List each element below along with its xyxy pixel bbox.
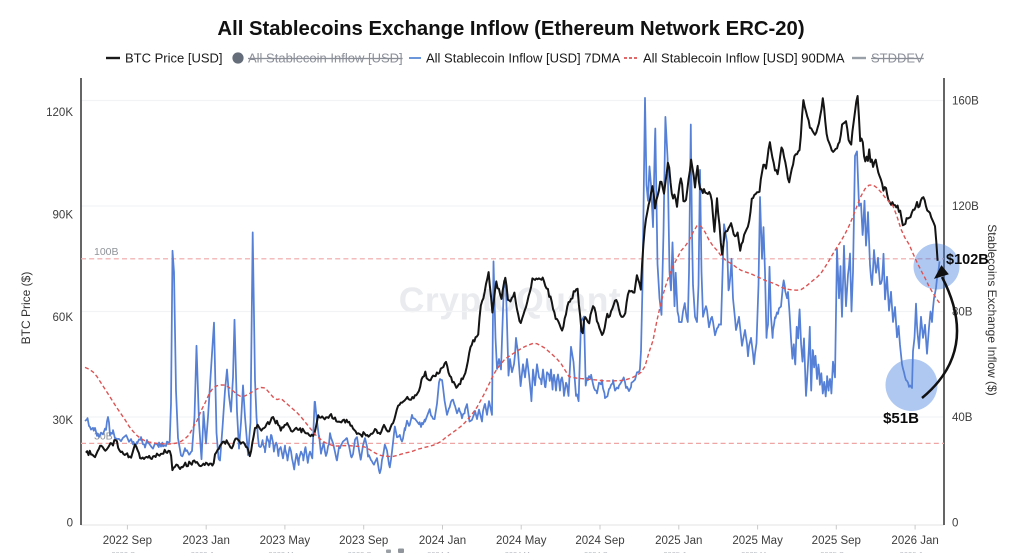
svg-text:160B: 160B [952, 96, 979, 108]
svg-text:40B: 40B [952, 412, 973, 424]
svg-text:All Stablecoin Inflow [USD]: All Stablecoin Inflow [USD] [248, 51, 403, 66]
svg-text:BTC Price [USD]: BTC Price [USD] [125, 51, 223, 66]
svg-text:2026 Jan: 2026 Jan [891, 535, 938, 547]
svg-text:Stablecoins Exchange Inflow ($: Stablecoins Exchange Inflow ($) [985, 224, 999, 395]
svg-text:2024 May: 2024 May [496, 535, 547, 547]
svg-text:2025 Jan: 2025 Jan [655, 535, 702, 547]
svg-text:120B: 120B [952, 201, 979, 213]
svg-text:60K: 60K [53, 312, 74, 324]
svg-text:30B: 30B [94, 430, 113, 442]
svg-text:90K: 90K [53, 210, 74, 222]
svg-text:STDDEV: STDDEV [871, 51, 924, 66]
svg-text:2023 Jan: 2023 Jan [183, 535, 230, 547]
svg-text:2025 Sep: 2025 Sep [812, 535, 861, 547]
svg-text:BTC Price ($): BTC Price ($) [19, 272, 33, 345]
svg-text:All Stablecoins Exchange Inflo: All Stablecoins Exchange Inflow (Ethereu… [217, 18, 804, 40]
svg-text:2025 May: 2025 May [732, 535, 783, 547]
svg-text:2022 Sep: 2022 Sep [103, 535, 152, 547]
svg-text:2023 Sep: 2023 Sep [339, 535, 388, 547]
svg-text:All Stablecoin Inflow [USD] 90: All Stablecoin Inflow [USD] 90DMA [643, 51, 845, 66]
svg-text:2024 Jan: 2024 Jan [419, 535, 466, 547]
svg-text:120K: 120K [46, 107, 73, 119]
svg-text:All Stablecoin Inflow [USD] 7D: All Stablecoin Inflow [USD] 7DMA [426, 51, 621, 66]
svg-text:30K: 30K [53, 415, 74, 427]
svg-text:2024 Sep: 2024 Sep [575, 535, 624, 547]
svg-text:100B: 100B [94, 246, 119, 258]
svg-text:0: 0 [952, 518, 958, 530]
svg-text:$51B: $51B [883, 410, 919, 427]
svg-text:80B: 80B [952, 307, 973, 319]
svg-text:$102B: $102B [946, 252, 989, 268]
svg-text:0: 0 [67, 518, 73, 530]
svg-text:2023 May: 2023 May [260, 535, 311, 547]
